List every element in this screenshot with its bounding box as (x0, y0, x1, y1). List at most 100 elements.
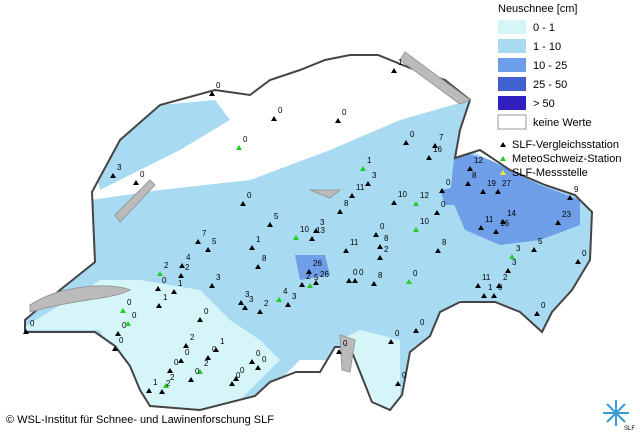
station-marker (23, 329, 29, 334)
station-value: 2 (185, 263, 190, 272)
station-marker (465, 181, 471, 186)
station-marker (240, 201, 246, 206)
station-marker (480, 189, 486, 194)
station-marker (299, 282, 305, 287)
station-marker (406, 279, 412, 284)
station-marker (146, 388, 152, 393)
station-value: 1 (488, 283, 493, 292)
station-value: 1 (398, 58, 403, 67)
station-marker (500, 219, 506, 224)
station-value: 2 (264, 299, 269, 308)
station-marker (373, 232, 379, 237)
legend-swatch (498, 20, 526, 34)
station-value: 3 (512, 258, 517, 267)
station-value: 9 (574, 185, 579, 194)
station-value: 2 (190, 333, 195, 342)
station-marker (267, 222, 273, 227)
station-marker (337, 209, 343, 214)
station-marker (365, 181, 371, 186)
station-value: 0 (410, 130, 415, 139)
station-value: 0 (541, 301, 546, 310)
station-marker (271, 116, 277, 121)
station-marker (197, 369, 203, 374)
legend-label: keine Werte (533, 117, 592, 129)
station-marker (255, 264, 261, 269)
station-marker (388, 339, 394, 344)
station-value: 10 (420, 217, 429, 226)
station-marker (197, 317, 203, 322)
station-marker (255, 365, 261, 370)
station-marker (309, 236, 315, 241)
station-value: 16 (500, 219, 509, 228)
station-value: 0 (174, 358, 179, 367)
station-value: 5 (274, 212, 279, 221)
station-marker (352, 278, 358, 283)
station-value: 8 (262, 254, 267, 263)
station-marker (371, 281, 377, 286)
station-value: 11 (485, 215, 494, 224)
station-marker (377, 244, 383, 249)
station-marker (249, 245, 255, 250)
station-value: 8 (472, 171, 477, 180)
station-value: 1 (367, 156, 372, 165)
station-value: 0 (342, 108, 347, 117)
legend-label: 1 - 10 (533, 41, 561, 53)
station-marker (439, 188, 445, 193)
station-value: 7 (202, 229, 207, 238)
station-marker (293, 235, 299, 240)
station-marker (434, 210, 440, 215)
station-value: 11 (482, 273, 491, 282)
station-marker (178, 273, 184, 278)
station-value: 8 (344, 199, 349, 208)
station-marker (313, 228, 319, 233)
station-value: 1 (220, 337, 225, 346)
station-value: 0 (127, 298, 132, 307)
station-value: 0 (119, 336, 124, 345)
station-value: 2 (204, 359, 209, 368)
station-marker (183, 343, 189, 348)
station-value: 23 (562, 210, 571, 219)
station-value: 2 (384, 245, 389, 254)
station-value: 8 (384, 234, 389, 243)
station-marker (115, 331, 121, 336)
station-marker (133, 180, 139, 185)
station-marker (377, 255, 383, 260)
legend-label: SLF-Vergleichsstation (512, 139, 619, 151)
station-value: 0 (446, 178, 451, 187)
station-marker (496, 283, 502, 288)
station-marker (120, 308, 126, 313)
station-value: 0 (420, 318, 425, 327)
station-marker (346, 278, 352, 283)
station-marker (391, 68, 397, 73)
station-value: 3 (320, 218, 325, 227)
station-value: 0 (132, 311, 137, 320)
station-value: 0 (247, 191, 252, 200)
station-value: 8 (378, 271, 383, 280)
station-marker (467, 166, 473, 171)
station-marker (155, 286, 161, 291)
station-marker (242, 305, 248, 310)
station-marker (209, 283, 215, 288)
station-marker (534, 311, 540, 316)
station-marker (413, 227, 419, 232)
station-marker (336, 349, 342, 354)
station-marker (257, 309, 263, 314)
station-marker (335, 118, 341, 123)
station-marker (163, 383, 169, 388)
station-value: 26 (320, 270, 329, 279)
station-marker (307, 283, 313, 288)
station-marker (313, 280, 319, 285)
legend-swatch (498, 39, 526, 53)
station-marker (426, 155, 432, 160)
station-value: 12 (474, 156, 483, 165)
station-marker (495, 189, 501, 194)
logo-text: SLF (624, 426, 635, 432)
station-marker (567, 195, 573, 200)
station-marker (491, 293, 497, 298)
station-value: 0 (441, 200, 446, 209)
station-value: 12 (420, 191, 429, 200)
station-marker (360, 166, 366, 171)
station-marker (157, 271, 163, 276)
station-marker (475, 283, 481, 288)
